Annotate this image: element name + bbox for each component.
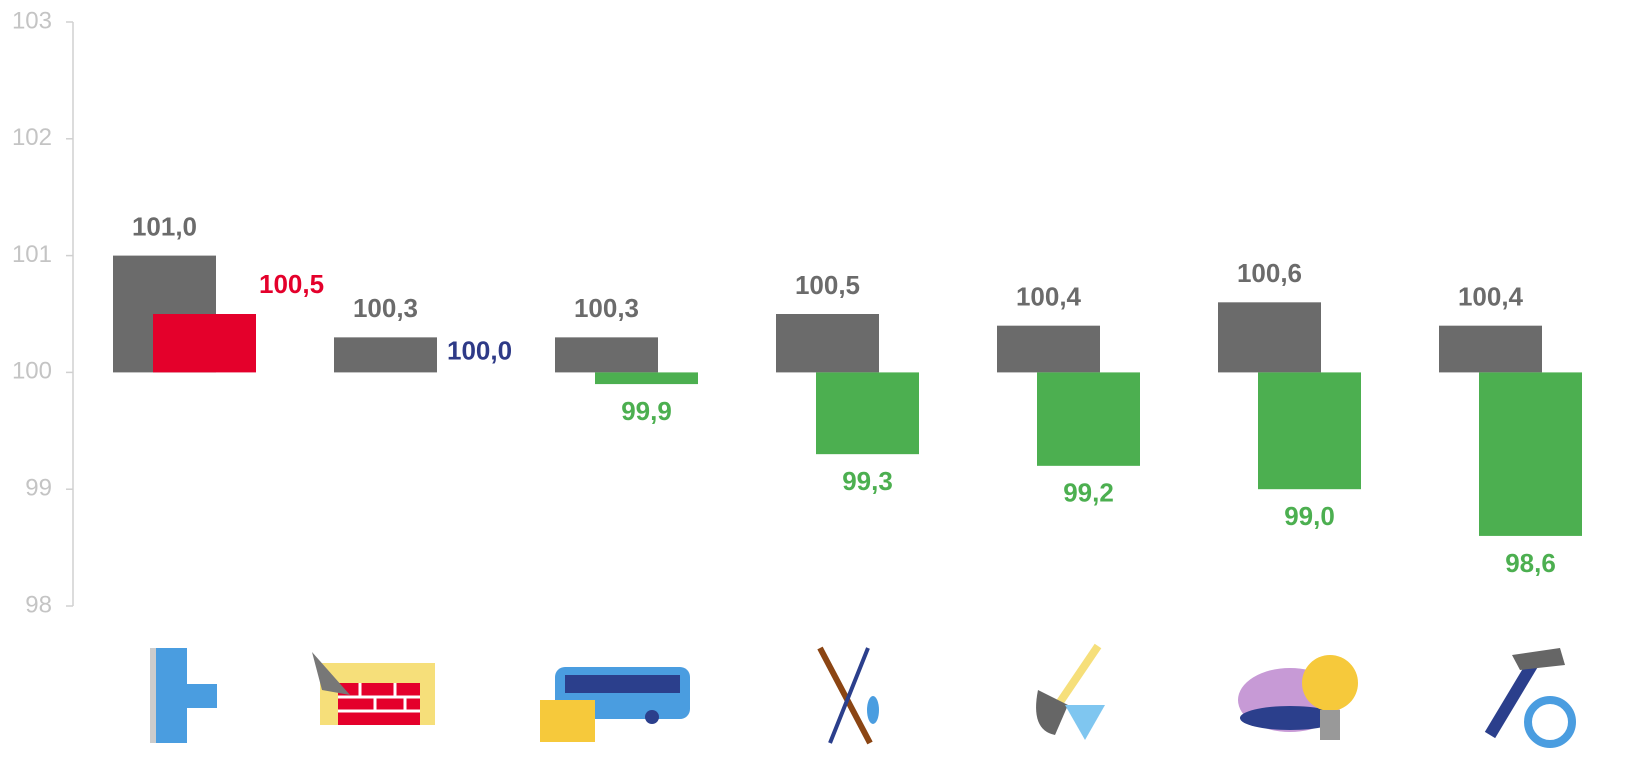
- bar: [776, 314, 879, 373]
- y-tick-label: 101: [12, 241, 52, 268]
- y-tick-label: 99: [25, 475, 52, 502]
- value-label: 100,0: [447, 335, 512, 365]
- shovel-icon: [1036, 643, 1105, 740]
- bar: [595, 372, 698, 385]
- bar: [1258, 372, 1361, 490]
- value-label: 99,3: [842, 466, 893, 496]
- value-label: 100,3: [353, 293, 418, 323]
- value-label: 100,4: [1016, 282, 1082, 312]
- bus-icon: [540, 667, 690, 742]
- y-tick-label: 103: [12, 7, 52, 34]
- value-label: 101,0: [132, 211, 197, 241]
- brick-icon: [312, 652, 435, 725]
- value-label: 100,5: [259, 269, 324, 299]
- value-label: 100,5: [795, 270, 860, 300]
- bar: [555, 337, 658, 373]
- value-label: 99,2: [1063, 478, 1114, 508]
- y-tick-label: 98: [25, 591, 52, 618]
- y-tick-label: 102: [12, 124, 52, 151]
- tools-icon: [1484, 648, 1576, 748]
- bar: [1439, 325, 1542, 373]
- value-label: 100,6: [1237, 258, 1302, 288]
- fishing-icon: [817, 646, 879, 745]
- bar: [1479, 372, 1582, 536]
- value-label: 99,9: [621, 396, 672, 426]
- bar: [334, 337, 437, 373]
- value-label: 100,4: [1458, 282, 1524, 312]
- pipe-icon: [150, 648, 217, 743]
- energy-icon: [1238, 655, 1358, 740]
- category-icons: [150, 643, 1576, 748]
- value-label: 100,3: [574, 293, 639, 323]
- bar: [153, 314, 256, 373]
- bar: [997, 325, 1100, 373]
- bar: [1218, 302, 1321, 373]
- bar: [816, 372, 919, 455]
- value-label: 98,6: [1505, 548, 1556, 578]
- bar: [1037, 372, 1140, 466]
- value-label: 99,0: [1284, 501, 1335, 531]
- y-tick-label: 100: [12, 358, 52, 385]
